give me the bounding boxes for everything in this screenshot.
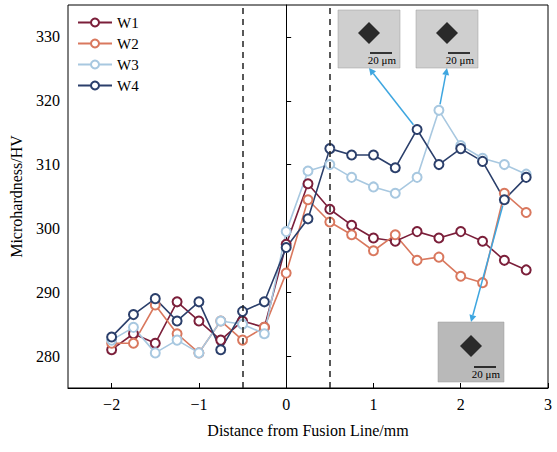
svg-text:300: 300 (36, 220, 60, 237)
svg-text:2: 2 (457, 396, 465, 413)
svg-text:W3: W3 (117, 57, 139, 73)
svg-text:Distance from Fusion Line/mm: Distance from Fusion Line/mm (207, 422, 409, 439)
svg-text:W4: W4 (117, 78, 139, 94)
svg-text:Microhardness/HV: Microhardness/HV (8, 135, 25, 258)
svg-text:20 μm: 20 μm (368, 54, 397, 66)
svg-text:20 μm: 20 μm (446, 54, 475, 66)
svg-text:3: 3 (544, 396, 552, 413)
svg-text:1: 1 (369, 396, 377, 413)
svg-text:310: 310 (36, 156, 60, 173)
svg-text:330: 330 (36, 28, 60, 45)
svg-text:0: 0 (282, 396, 290, 413)
svg-text:20 μm: 20 μm (472, 368, 501, 380)
svg-text:−2: −2 (103, 396, 120, 413)
svg-text:320: 320 (36, 92, 60, 109)
svg-text:W2: W2 (117, 36, 139, 52)
svg-text:−1: −1 (190, 396, 207, 413)
svg-text:W1: W1 (117, 15, 139, 31)
svg-text:280: 280 (36, 348, 60, 365)
svg-text:290: 290 (36, 284, 60, 301)
